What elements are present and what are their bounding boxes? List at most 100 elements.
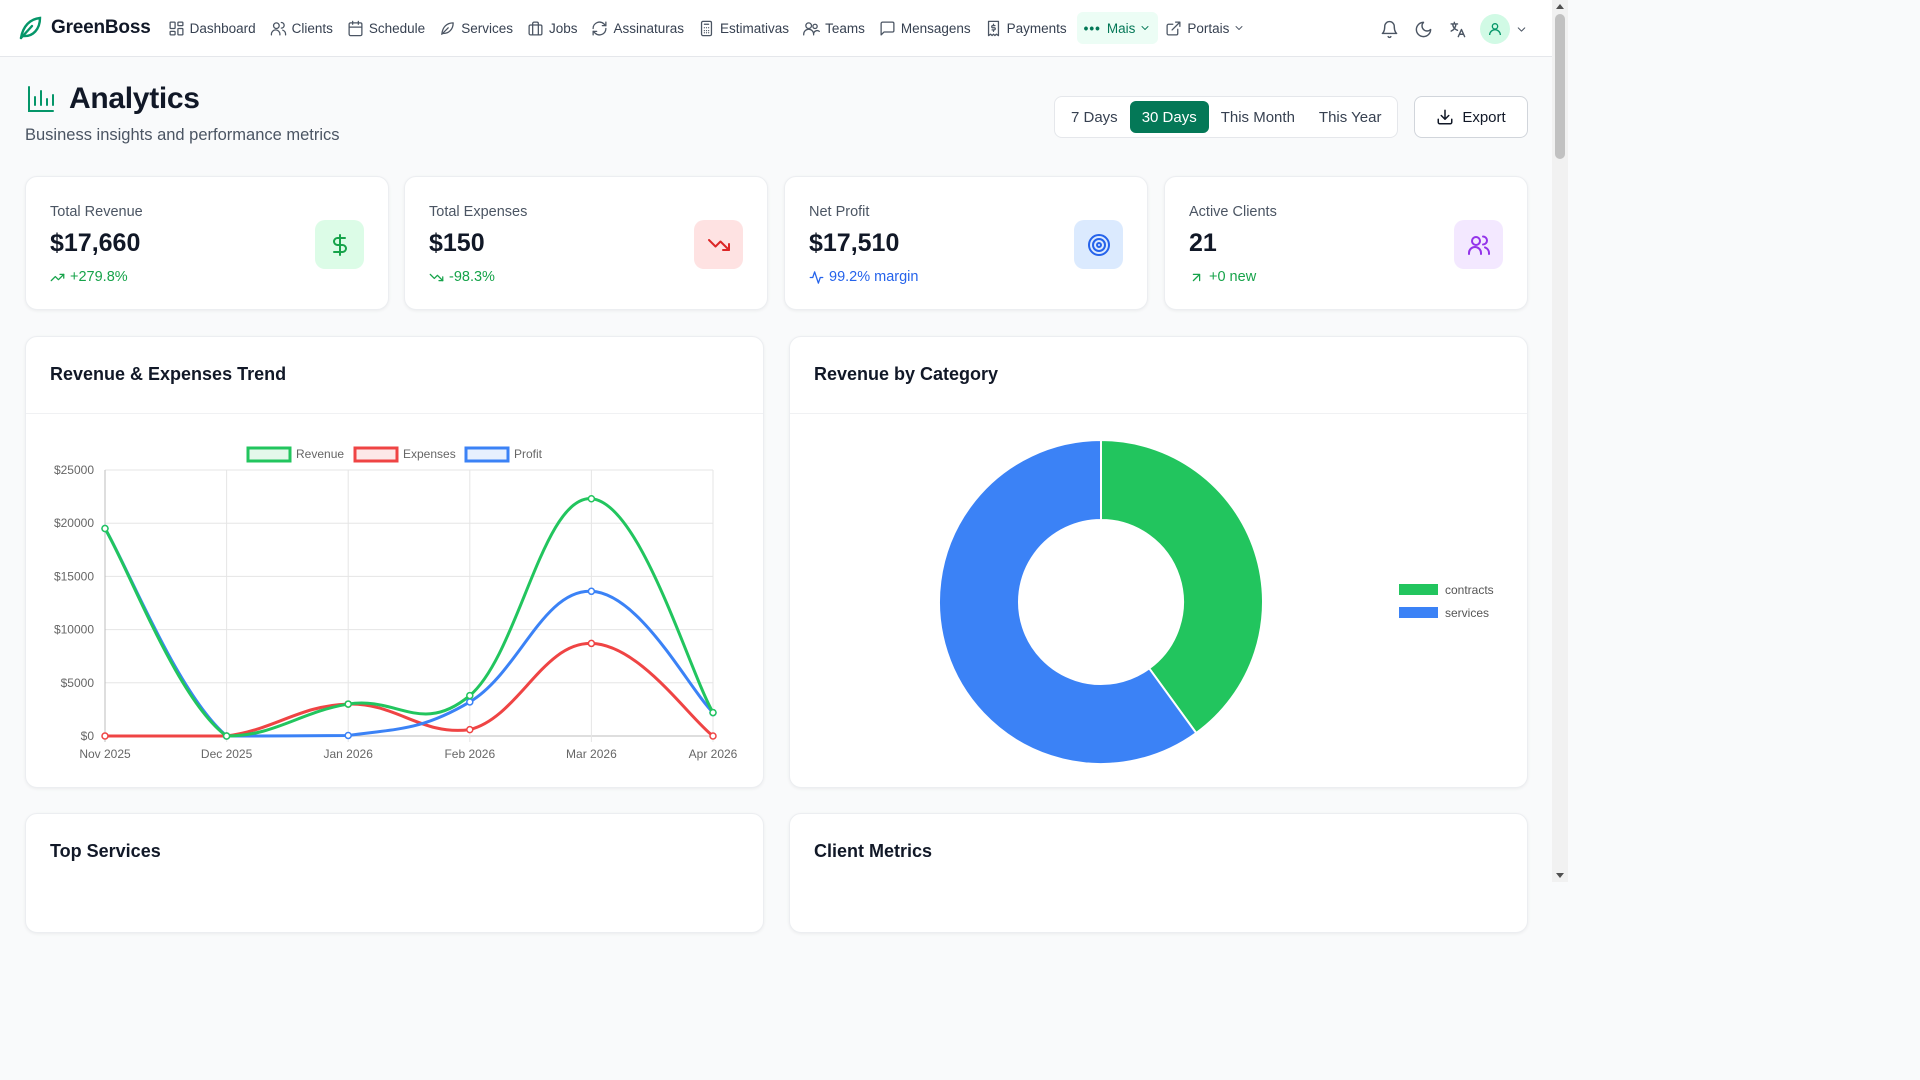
dashboard-icon — [169, 20, 184, 36]
trend-panel: Revenue & Expenses Trend $0 $5000 $10000 $1… — [25, 336, 764, 788]
scroll-thumb[interactable] — [1555, 14, 1565, 159]
nav-more-label: Mais — [1106, 20, 1136, 36]
stat-icon-box — [1454, 220, 1503, 269]
x-tick-label: Jan 2026 — [324, 747, 374, 761]
data-point-profit — [466, 698, 474, 706]
user-avatar[interactable] — [1480, 14, 1510, 44]
page-scrollbar[interactable] — [1552, 0, 1568, 882]
nav-item-jobs[interactable]: Jobs — [520, 12, 585, 44]
donut-chart: contracts services — [938, 438, 1494, 765]
x-tick-label: Nov 2025 — [79, 747, 131, 761]
stat-value: $150 — [429, 229, 485, 257]
download-icon — [1437, 109, 1453, 125]
y-tick-label: $0 — [81, 729, 95, 743]
target-icon — [1087, 233, 1110, 256]
period-this-month[interactable]: This Month — [1220, 108, 1295, 126]
page-title: Analytics — [69, 82, 200, 115]
dollar-icon — [332, 233, 347, 256]
nav-more-dropdown[interactable]: ••• Mais — [1076, 12, 1159, 44]
arrow-up-right-icon — [1192, 273, 1201, 281]
user-icon — [1489, 23, 1501, 36]
theme-toggle-button[interactable] — [1406, 12, 1440, 46]
brand-logo[interactable]: GreenBoss — [16, 14, 151, 42]
y-tick-label: $10000 — [54, 623, 94, 637]
category-title: Revenue by Category — [814, 364, 999, 384]
chevron-down-icon — [1141, 26, 1149, 30]
nav-item-estimativas[interactable]: Estimativas — [691, 12, 796, 44]
nav-item-teams[interactable]: Teams — [796, 12, 872, 44]
nav-item-assinaturas[interactable]: Assinaturas — [584, 12, 691, 44]
pie-slice-services — [938, 438, 1198, 765]
language-button[interactable] — [1440, 12, 1474, 46]
leaf-logo-icon — [19, 16, 42, 40]
trend-title: Revenue & Expenses Trend — [50, 364, 287, 384]
export-button[interactable]: Export — [1414, 96, 1528, 138]
x-tick-label: Dec 2025 — [201, 747, 253, 761]
stat-value: $17,660 — [50, 229, 141, 257]
nav-item-label: Teams — [825, 20, 865, 36]
nav-portals-dropdown[interactable]: Portais — [1158, 12, 1252, 44]
user-menu-toggle[interactable] — [1510, 12, 1532, 46]
legend-swatch — [464, 446, 510, 463]
translate-icon — [1449, 21, 1465, 37]
more-dots-icon: ••• — [1083, 20, 1101, 36]
users-icon — [1467, 235, 1490, 255]
scroll-up-arrow[interactable] — [1556, 4, 1564, 9]
legend-label: Profit — [514, 447, 543, 461]
nav-item-payments[interactable]: Payments — [978, 12, 1074, 44]
stat-change: -98.3% — [429, 269, 495, 285]
stat-change: +0 new — [1189, 269, 1256, 285]
x-tick-label: Apr 2026 — [689, 747, 738, 761]
stat-change-text: 99.2% margin — [829, 269, 919, 285]
nav-item-services[interactable]: Services — [432, 12, 520, 44]
stat-change-text: -98.3% — [449, 269, 495, 285]
stat-change: +279.8% — [50, 269, 128, 285]
legend-label: Revenue — [296, 447, 344, 461]
stat-card-total-revenue: Total Revenue $17,660 +279.8% — [25, 176, 389, 310]
stat-card-total-expenses: Total Expenses $150 -98.3% — [404, 176, 768, 310]
legend-label: Expenses — [403, 447, 456, 461]
panel-divider — [790, 413, 1527, 414]
stat-value: 21 — [1189, 229, 1217, 257]
calculator-icon — [700, 20, 713, 36]
legend-swatch — [246, 446, 292, 463]
brand-name: GreenBoss — [51, 17, 151, 38]
data-point-revenue — [344, 700, 352, 708]
data-point-profit — [344, 731, 352, 740]
nav-item-label: Mensagens — [900, 20, 971, 36]
stat-label: Active Clients — [1189, 204, 1277, 220]
period-7-days[interactable]: 7 Days — [1071, 108, 1118, 126]
nav-item-label: Schedule — [368, 20, 426, 36]
client-metrics-panel: Client Metrics — [789, 813, 1528, 933]
nav-item-label: Assinaturas — [613, 20, 685, 36]
period-this-year[interactable]: This Year — [1318, 108, 1382, 126]
data-point-expenses — [709, 732, 717, 740]
nav-item-mensagens[interactable]: Mensagens — [872, 12, 978, 44]
pie-slice-contracts — [1100, 438, 1264, 735]
message-icon — [880, 20, 895, 36]
notifications-button[interactable] — [1372, 12, 1406, 46]
period-30-days[interactable]: 30 Days — [1129, 101, 1209, 133]
stat-change-text: +279.8% — [70, 269, 128, 285]
nav-item-clients[interactable]: Clients — [263, 12, 340, 44]
client-metrics-title: Client Metrics — [814, 841, 933, 861]
nav-item-schedule[interactable]: Schedule — [340, 12, 432, 44]
panel-divider — [26, 413, 763, 414]
y-tick-label: $15000 — [54, 569, 94, 583]
activity-icon — [809, 270, 824, 284]
data-point-expenses — [587, 639, 596, 648]
x-tick-label: Feb 2026 — [444, 747, 495, 761]
export-label: Export — [1462, 108, 1506, 126]
chevron-down-icon — [1517, 26, 1525, 32]
leaf-icon — [441, 21, 454, 35]
data-point-expenses — [466, 725, 474, 734]
nav-item-label: Dashboard — [189, 20, 256, 36]
legend-swatch — [353, 446, 399, 463]
refresh-icon — [592, 20, 607, 36]
nav-item-dashboard[interactable]: Dashboard — [161, 12, 263, 44]
top-navbar: GreenBoss Dashboard Clients Schedule Ser… — [0, 0, 1552, 57]
stat-change-text: +0 new — [1209, 269, 1257, 285]
scroll-down-arrow[interactable] — [1556, 873, 1564, 878]
nav-item-label: Services — [461, 20, 513, 36]
series-line-revenue — [103, 497, 715, 738]
